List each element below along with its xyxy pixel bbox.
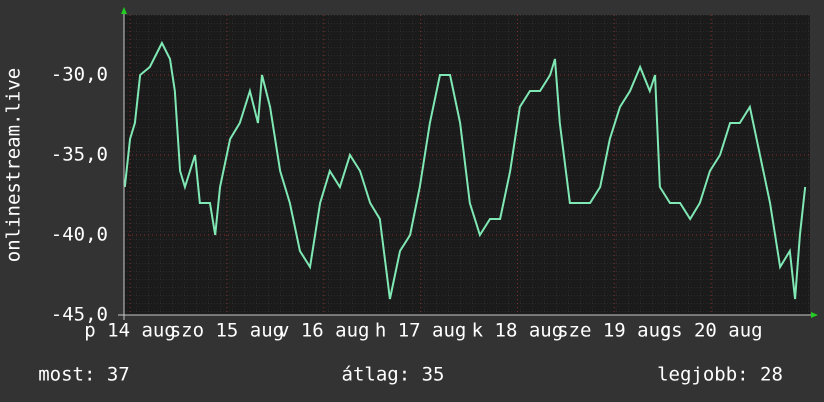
x-tick-label: p 14 aug (84, 320, 176, 342)
x-tick-label: sze 19 aug (557, 320, 671, 342)
x-tick-label: cs 20 aug (660, 320, 763, 342)
minor-grid (124, 15, 810, 315)
data-line (123, 40, 807, 300)
y-tick-label: -45,0 (51, 304, 108, 326)
y-tick-label: -40,0 (51, 224, 108, 246)
y-tick-label: -30,0 (51, 64, 108, 86)
y-tick-label: -35,0 (51, 144, 108, 166)
y-axis-title: onlinestream.live (3, 68, 25, 262)
x-tick-label: k 18 aug (472, 320, 564, 342)
stat-label: most: 37 (38, 364, 130, 386)
stat-label: legjobb: 28 (657, 364, 783, 386)
layer (123, 15, 810, 316)
x-tick-label: v 16 aug (278, 320, 370, 342)
stat-label: átlag: 35 (342, 364, 445, 386)
x-tick-label: szo 15 aug (170, 320, 284, 342)
x-arrow (811, 312, 818, 318)
y-arrow (121, 7, 127, 14)
x-tick-label: h 17 aug (375, 320, 467, 342)
